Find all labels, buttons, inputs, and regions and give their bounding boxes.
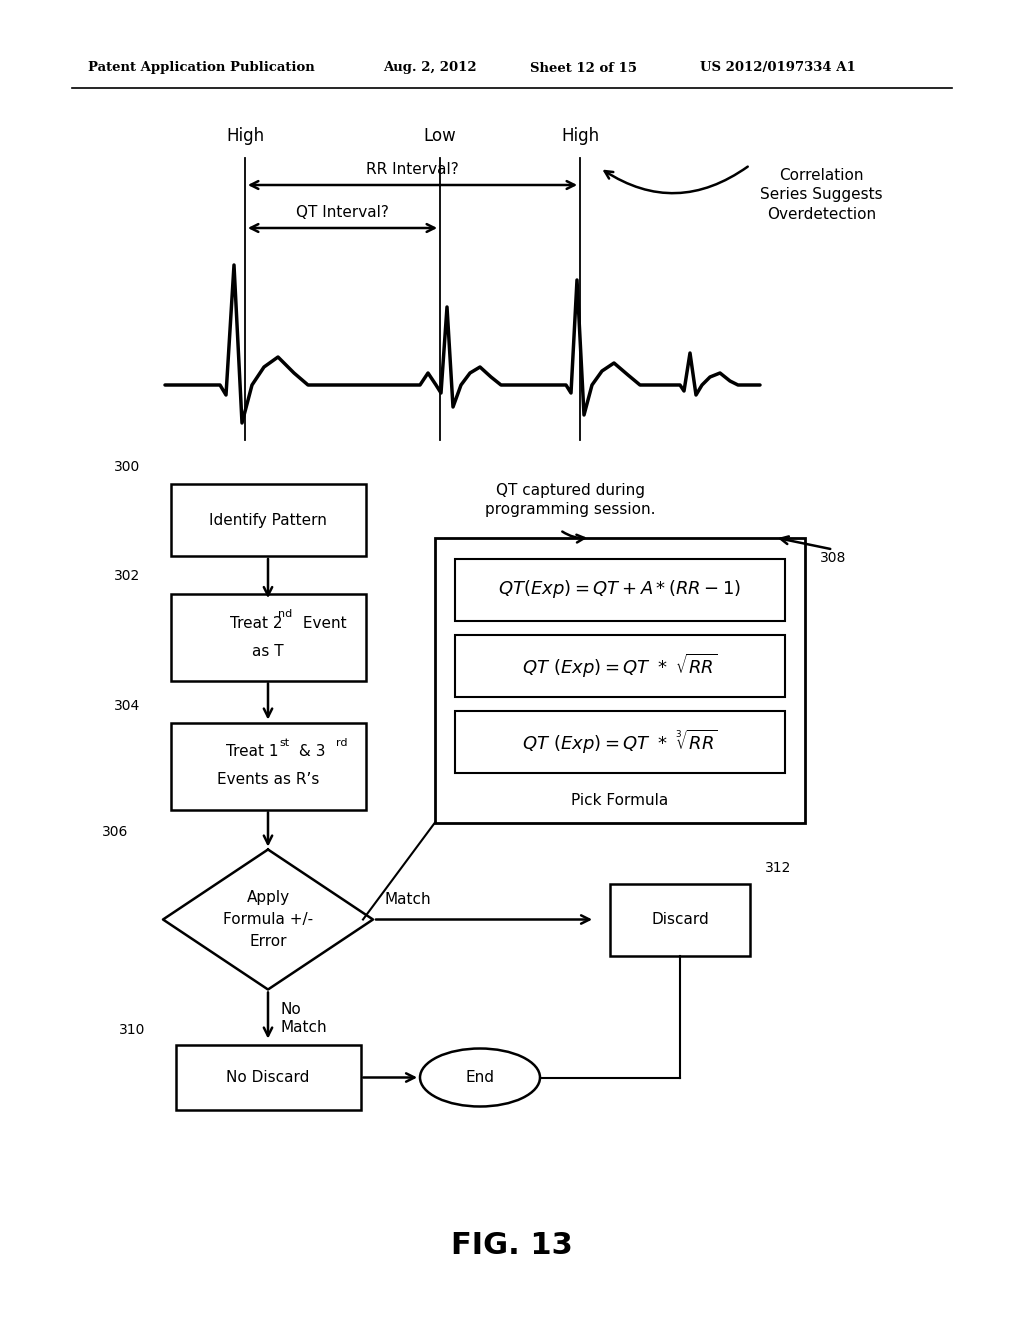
Text: 300: 300 <box>115 459 140 474</box>
FancyBboxPatch shape <box>455 558 785 620</box>
Text: Events as R’s: Events as R’s <box>217 772 319 788</box>
Text: Match: Match <box>280 1020 327 1035</box>
Text: High: High <box>226 127 264 145</box>
Text: Apply: Apply <box>247 890 290 906</box>
FancyBboxPatch shape <box>171 484 366 556</box>
Polygon shape <box>163 850 373 990</box>
Text: Discard: Discard <box>651 912 709 927</box>
FancyBboxPatch shape <box>171 594 366 681</box>
Text: Aug. 2, 2012: Aug. 2, 2012 <box>383 62 476 74</box>
FancyBboxPatch shape <box>455 710 785 772</box>
FancyBboxPatch shape <box>435 537 805 822</box>
Text: $QT\ (Exp) = QT\ *\ \sqrt{RR}$: $QT\ (Exp) = QT\ *\ \sqrt{RR}$ <box>522 652 718 680</box>
FancyBboxPatch shape <box>455 635 785 697</box>
Text: Error: Error <box>249 935 287 949</box>
Text: $QT(Exp) = QT + A*(RR-1)$: $QT(Exp) = QT + A*(RR-1)$ <box>499 578 741 601</box>
Text: Low: Low <box>424 127 457 145</box>
Text: 304: 304 <box>115 698 140 713</box>
FancyBboxPatch shape <box>610 883 750 956</box>
Text: No Discard: No Discard <box>226 1071 309 1085</box>
Text: rd: rd <box>336 738 347 748</box>
Text: Identify Pattern: Identify Pattern <box>209 512 327 528</box>
Text: Match: Match <box>385 892 432 908</box>
Text: FIG. 13: FIG. 13 <box>452 1230 572 1259</box>
Text: Treat 2: Treat 2 <box>230 615 283 631</box>
Text: Patent Application Publication: Patent Application Publication <box>88 62 314 74</box>
Text: Event: Event <box>298 615 347 631</box>
Text: & 3: & 3 <box>294 744 326 759</box>
Text: High: High <box>561 127 599 145</box>
Text: 312: 312 <box>765 862 792 875</box>
Text: 308: 308 <box>820 550 847 565</box>
FancyBboxPatch shape <box>175 1045 360 1110</box>
Text: 302: 302 <box>115 569 140 583</box>
Text: US 2012/0197334 A1: US 2012/0197334 A1 <box>700 62 856 74</box>
Text: st: st <box>279 738 289 748</box>
Text: QT captured during
programming session.: QT captured during programming session. <box>484 483 655 517</box>
Text: QT Interval?: QT Interval? <box>296 205 389 220</box>
Text: nd: nd <box>278 609 292 619</box>
Text: Treat 1: Treat 1 <box>226 744 279 759</box>
Text: 306: 306 <box>101 825 128 840</box>
Text: Formula +/-: Formula +/- <box>223 912 313 927</box>
Text: $QT\ (Exp) = QT\ *\ \sqrt[3]{RR}$: $QT\ (Exp) = QT\ *\ \sqrt[3]{RR}$ <box>522 727 718 755</box>
Text: 310: 310 <box>119 1023 145 1038</box>
Ellipse shape <box>420 1048 540 1106</box>
Text: End: End <box>466 1071 495 1085</box>
Text: RR Interval?: RR Interval? <box>367 162 459 177</box>
Text: Correlation
Series Suggests
Overdetection: Correlation Series Suggests Overdetectio… <box>760 168 883 222</box>
Text: Pick Formula: Pick Formula <box>571 793 669 808</box>
Text: as T: as T <box>252 644 284 659</box>
Text: Sheet 12 of 15: Sheet 12 of 15 <box>530 62 637 74</box>
FancyBboxPatch shape <box>171 722 366 809</box>
Text: No: No <box>280 1002 301 1016</box>
